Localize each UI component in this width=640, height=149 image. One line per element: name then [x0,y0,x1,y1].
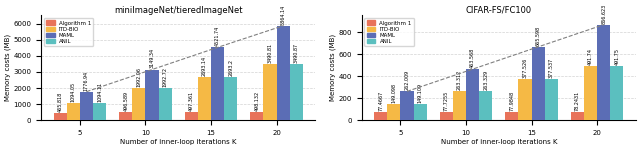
Text: 149.109: 149.109 [417,83,422,103]
Bar [67,103,80,120]
Text: 4521.74: 4521.74 [215,26,220,46]
Bar [413,104,427,120]
Bar [145,70,159,120]
Bar [479,91,492,120]
Bar [506,112,518,120]
Bar [159,88,172,120]
Y-axis label: Memory costs (MB): Memory costs (MB) [329,34,336,101]
Bar [401,91,413,120]
Bar [54,113,67,120]
Text: 377.526: 377.526 [522,57,527,78]
Text: 77.4667: 77.4667 [378,90,383,111]
Bar [374,112,387,120]
Bar [518,79,532,120]
Bar [211,47,224,120]
Text: 3490.87: 3490.87 [294,43,299,63]
Bar [224,77,237,120]
Bar [264,64,276,120]
Legend: Algorithm 1, ITD-BIO, MAML, ANIL: Algorithm 1, ITD-BIO, MAML, ANIL [44,18,93,46]
Text: 77.9848: 77.9848 [509,91,515,111]
Text: 866.623: 866.623 [601,3,606,24]
X-axis label: Number of inner-loop iterations K: Number of inner-loop iterations K [120,139,237,145]
Title: miniImageNet/tieredImageNet: miniImageNet/tieredImageNet [114,6,243,15]
Text: 5864.14: 5864.14 [281,4,285,25]
Text: 1094.11: 1094.11 [97,82,102,102]
Bar [132,88,145,120]
Text: 2693.2: 2693.2 [228,59,233,76]
Text: 263.312: 263.312 [457,70,462,90]
Bar [597,25,611,120]
Text: 2693.14: 2693.14 [202,56,207,76]
Bar [185,112,198,120]
Text: 263.329: 263.329 [483,70,488,90]
Text: 3490.81: 3490.81 [268,43,273,63]
Text: 1992.06: 1992.06 [136,67,141,87]
Text: 491.74: 491.74 [588,48,593,65]
Text: 1776.94: 1776.94 [84,70,89,91]
Text: 262.009: 262.009 [404,70,410,90]
Text: 491.75: 491.75 [614,48,620,65]
Text: 78.2431: 78.2431 [575,90,580,111]
Bar [276,26,290,120]
Text: 77.7255: 77.7255 [444,90,449,111]
Bar [532,47,545,120]
Bar [93,103,106,120]
Text: 665.598: 665.598 [536,26,541,46]
Text: 377.537: 377.537 [548,57,554,78]
Text: 497.361: 497.361 [189,91,194,111]
Title: CIFAR-FS/FC100: CIFAR-FS/FC100 [466,6,532,15]
Text: 1094.05: 1094.05 [71,82,76,102]
Bar [198,77,211,120]
X-axis label: Number of inner-loop iterations K: Number of inner-loop iterations K [440,139,557,145]
Bar [571,112,584,120]
Text: 496.589: 496.589 [124,91,128,111]
Bar [440,112,453,120]
Text: 463.568: 463.568 [470,48,475,68]
Text: 1992.72: 1992.72 [163,67,168,87]
Text: 149.098: 149.098 [391,83,396,103]
Bar [387,104,401,120]
Bar [611,66,623,120]
Bar [250,112,264,120]
Bar [80,92,93,120]
Text: 465.818: 465.818 [58,91,63,112]
Bar [466,69,479,120]
Bar [545,79,558,120]
Legend: Algorithm 1, ITD-BIO, MAML, ANIL: Algorithm 1, ITD-BIO, MAML, ANIL [364,18,414,46]
Bar [584,66,597,120]
Text: 3149.34: 3149.34 [150,48,154,69]
Bar [119,112,132,120]
Bar [290,64,303,120]
Text: 498.132: 498.132 [255,91,259,111]
Y-axis label: Memory costs (MB): Memory costs (MB) [4,34,11,101]
Bar [453,91,466,120]
